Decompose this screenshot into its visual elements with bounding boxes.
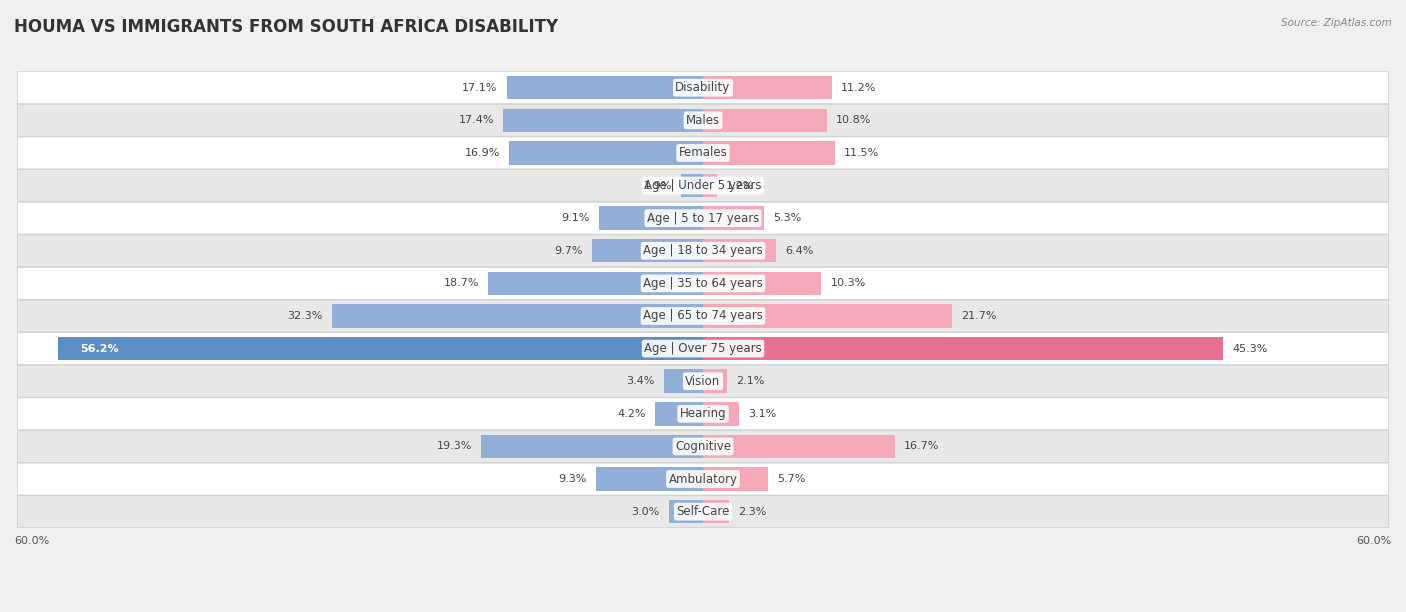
- Text: 10.8%: 10.8%: [837, 115, 872, 125]
- Bar: [655, 402, 703, 425]
- FancyBboxPatch shape: [17, 463, 1389, 495]
- Bar: [703, 272, 821, 295]
- Bar: [703, 370, 727, 393]
- Bar: [509, 141, 703, 165]
- Text: 2.3%: 2.3%: [738, 507, 766, 517]
- Text: 5.3%: 5.3%: [773, 213, 801, 223]
- Text: Age | Over 75 years: Age | Over 75 years: [644, 342, 762, 355]
- FancyBboxPatch shape: [17, 170, 1389, 201]
- Text: 3.4%: 3.4%: [627, 376, 655, 386]
- FancyBboxPatch shape: [17, 235, 1389, 267]
- Bar: [703, 435, 894, 458]
- Bar: [481, 435, 703, 458]
- Text: 21.7%: 21.7%: [962, 311, 997, 321]
- Text: 6.4%: 6.4%: [786, 246, 814, 256]
- Text: Disability: Disability: [675, 81, 731, 94]
- Bar: [599, 206, 703, 230]
- Text: 56.2%: 56.2%: [80, 343, 120, 354]
- Text: 3.1%: 3.1%: [748, 409, 776, 419]
- FancyBboxPatch shape: [17, 365, 1389, 397]
- Text: Males: Males: [686, 114, 720, 127]
- Text: 17.4%: 17.4%: [458, 115, 494, 125]
- Text: Source: ZipAtlas.com: Source: ZipAtlas.com: [1281, 18, 1392, 28]
- FancyBboxPatch shape: [17, 398, 1389, 430]
- Bar: [503, 108, 703, 132]
- Text: Cognitive: Cognitive: [675, 440, 731, 453]
- Text: 16.9%: 16.9%: [464, 148, 499, 158]
- Bar: [669, 500, 703, 523]
- Text: 1.2%: 1.2%: [725, 181, 755, 190]
- Text: 2.1%: 2.1%: [737, 376, 765, 386]
- Bar: [703, 468, 769, 491]
- Bar: [506, 76, 703, 99]
- Text: 3.0%: 3.0%: [631, 507, 659, 517]
- Bar: [703, 500, 730, 523]
- Text: Age | 18 to 34 years: Age | 18 to 34 years: [643, 244, 763, 257]
- Text: 18.7%: 18.7%: [444, 278, 479, 288]
- Text: HOUMA VS IMMIGRANTS FROM SOUTH AFRICA DISABILITY: HOUMA VS IMMIGRANTS FROM SOUTH AFRICA DI…: [14, 18, 558, 36]
- Bar: [703, 108, 827, 132]
- FancyBboxPatch shape: [17, 72, 1389, 103]
- FancyBboxPatch shape: [17, 267, 1389, 299]
- Text: 45.3%: 45.3%: [1232, 343, 1268, 354]
- Bar: [703, 174, 717, 197]
- Text: 1.9%: 1.9%: [644, 181, 672, 190]
- Text: 4.2%: 4.2%: [617, 409, 645, 419]
- Bar: [703, 141, 835, 165]
- Text: Ambulatory: Ambulatory: [668, 472, 738, 485]
- Text: Females: Females: [679, 146, 727, 159]
- Text: Self-Care: Self-Care: [676, 505, 730, 518]
- Bar: [58, 337, 703, 360]
- Text: 32.3%: 32.3%: [288, 311, 323, 321]
- FancyBboxPatch shape: [17, 496, 1389, 528]
- Text: Age | Under 5 years: Age | Under 5 years: [644, 179, 762, 192]
- Text: Age | 65 to 74 years: Age | 65 to 74 years: [643, 310, 763, 323]
- Text: 19.3%: 19.3%: [437, 441, 472, 452]
- FancyBboxPatch shape: [17, 104, 1389, 136]
- Text: 10.3%: 10.3%: [831, 278, 866, 288]
- Text: 5.7%: 5.7%: [778, 474, 806, 484]
- FancyBboxPatch shape: [17, 137, 1389, 169]
- Bar: [332, 304, 703, 328]
- Text: Hearing: Hearing: [679, 408, 727, 420]
- Text: Age | 35 to 64 years: Age | 35 to 64 years: [643, 277, 763, 290]
- Bar: [681, 174, 703, 197]
- Bar: [703, 206, 763, 230]
- Bar: [703, 304, 952, 328]
- FancyBboxPatch shape: [17, 430, 1389, 463]
- Bar: [592, 239, 703, 263]
- Bar: [703, 76, 831, 99]
- Text: 16.7%: 16.7%: [904, 441, 939, 452]
- FancyBboxPatch shape: [17, 332, 1389, 365]
- Bar: [703, 337, 1223, 360]
- Text: 60.0%: 60.0%: [14, 536, 49, 546]
- Bar: [596, 468, 703, 491]
- Bar: [664, 370, 703, 393]
- Legend: Houma, Immigrants from South Africa: Houma, Immigrants from South Africa: [541, 611, 865, 612]
- Bar: [703, 402, 738, 425]
- FancyBboxPatch shape: [17, 202, 1389, 234]
- Text: 9.1%: 9.1%: [561, 213, 589, 223]
- Bar: [703, 239, 776, 263]
- FancyBboxPatch shape: [17, 300, 1389, 332]
- Text: 9.7%: 9.7%: [554, 246, 582, 256]
- Text: Age | 5 to 17 years: Age | 5 to 17 years: [647, 212, 759, 225]
- Bar: [488, 272, 703, 295]
- Text: 11.5%: 11.5%: [844, 148, 880, 158]
- Text: 17.1%: 17.1%: [463, 83, 498, 92]
- Text: Vision: Vision: [685, 375, 721, 388]
- Text: 60.0%: 60.0%: [1357, 536, 1392, 546]
- Text: 9.3%: 9.3%: [558, 474, 588, 484]
- Text: 11.2%: 11.2%: [841, 83, 876, 92]
